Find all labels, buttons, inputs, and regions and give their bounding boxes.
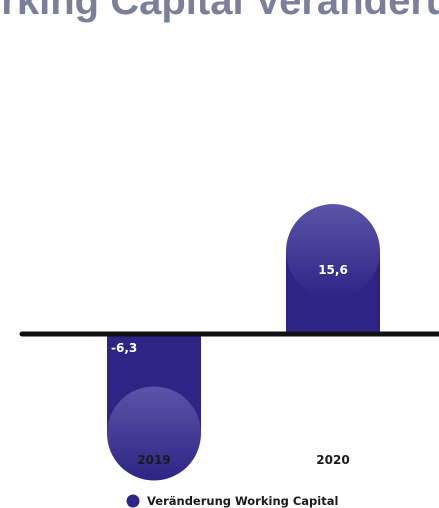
bar-cap-2019 [107,386,201,481]
data-label-2020: 15,6 [318,263,348,277]
category-label-2019: 2019 [137,453,170,467]
bars-layer [107,204,380,481]
chart-title: Working Capital Veränderung [0,0,439,23]
legend-label: Veränderung Working Capital [147,494,338,508]
bar-2020 [286,204,380,334]
category-label-2020: 2020 [316,453,349,467]
data-label-2019: -6,3 [111,341,137,355]
labels-layer: -6,3 2019 15,6 2020 [111,263,350,467]
bar-2019 [107,334,201,481]
legend: Veränderung Working Capital [126,494,338,508]
legend-marker-icon [126,494,140,508]
bar-cap-2020 [286,204,380,299]
